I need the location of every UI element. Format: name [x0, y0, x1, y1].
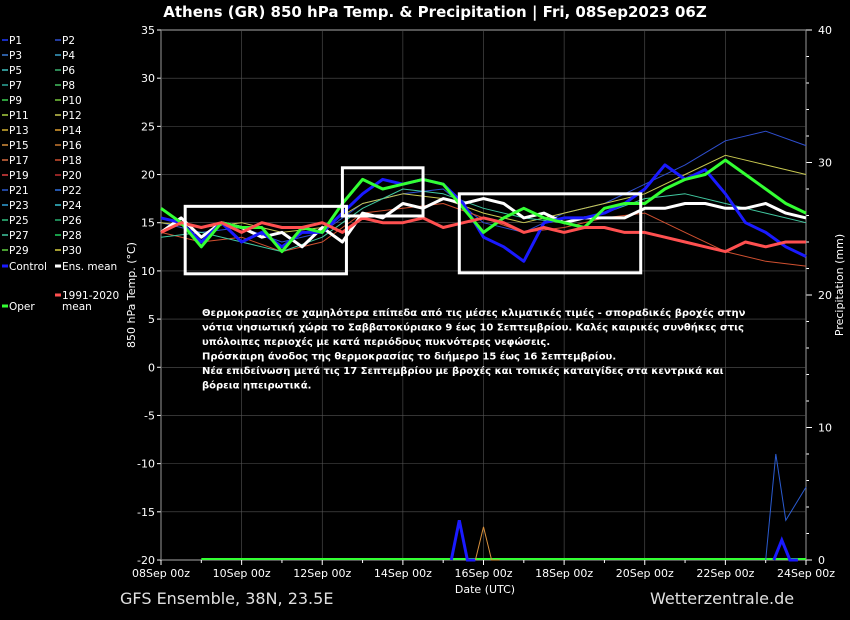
- legend-label: P10: [62, 95, 82, 107]
- legend-label: P7: [9, 80, 22, 92]
- legend-label: P14: [62, 125, 82, 137]
- footer-model-info: GFS Ensemble, 38N, 23.5E: [120, 589, 334, 608]
- annotation-line: Νέα επιδείνωση μετά τις 17 Σεπτεμβρίου μ…: [202, 365, 724, 377]
- y-tick-label: -20: [137, 554, 155, 567]
- y2-axis-label: Precipitation (mm): [833, 234, 846, 336]
- precip-line-p15: [474, 526, 500, 561]
- precip-line-p21: [765, 453, 807, 561]
- y2-tick-label: 10: [818, 422, 832, 435]
- legend-label: P17: [9, 155, 29, 167]
- annotation-line: Θερμοκρασίες σε χαμηλότερα επίπεδα από τ…: [202, 307, 746, 319]
- legend-label: P2: [62, 35, 75, 47]
- y2-tick-label: 20: [818, 289, 832, 302]
- chart-title: Athens (GR) 850 hPa Temp. & Precipitatio…: [163, 3, 707, 22]
- legend-label: P18: [62, 155, 82, 167]
- annotation-line: νότια νησιωτική χώρα το Σαββατοκύριακο 9…: [202, 322, 744, 334]
- x-tick-label: 20Sep 00z: [616, 567, 674, 580]
- legend-label: P4: [62, 50, 75, 62]
- y-axis-label: 850 hPa Temp. (°C): [125, 242, 138, 348]
- x-tick-label: 18Sep 00z: [535, 567, 593, 580]
- series-line-p27: [160, 188, 807, 253]
- x-tick-label: 22Sep 00z: [696, 567, 754, 580]
- legend-label: P15: [9, 140, 29, 152]
- legend-label: P25: [9, 215, 29, 227]
- legend-label: P3: [9, 50, 22, 62]
- x-tick-label: 12Sep 00z: [293, 567, 351, 580]
- y-tick-label: 10: [141, 265, 155, 278]
- legend-label: P19: [9, 170, 29, 182]
- x-tick-label: 10Sep 00z: [213, 567, 271, 580]
- y-tick-label: -5: [144, 409, 155, 422]
- y-tick-label: -10: [137, 458, 155, 471]
- series-line-1991-2020-mean: [160, 216, 806, 254]
- series-lines: [160, 130, 807, 267]
- legend-label: P21: [9, 185, 29, 197]
- legend-label: P27: [9, 230, 29, 242]
- y-tick-label: 35: [141, 24, 155, 37]
- y-tick-label: -15: [137, 506, 155, 519]
- precip-line-control: [772, 536, 798, 562]
- legend-label: P28: [62, 230, 82, 242]
- legend-label: Ens. mean: [62, 261, 117, 273]
- legend-label: Oper: [9, 301, 35, 313]
- x-tick-label: 16Sep 00z: [455, 567, 513, 580]
- annotation-box: [340, 166, 425, 218]
- y2-tick-label: 30: [818, 157, 832, 170]
- legend-label: P5: [9, 65, 22, 77]
- annotation-line: βόρεια ηπειρωτικά.: [202, 380, 311, 392]
- series-line-oper: [160, 158, 807, 254]
- x-tick-label: 24Sep 00z: [777, 567, 835, 580]
- legend-label: P20: [62, 170, 82, 182]
- x-tick-label: 14Sep 00z: [374, 567, 432, 580]
- annotation-text: Θερμοκρασίες σε χαμηλότερα επίπεδα από τ…: [202, 307, 746, 392]
- legend-label: P16: [62, 140, 82, 152]
- legend-label: P8: [62, 80, 75, 92]
- y-tick-label: 25: [141, 120, 155, 133]
- legend-label: P1: [9, 35, 22, 47]
- y-tick-label: 20: [141, 169, 155, 182]
- legend-label: P11: [9, 110, 29, 122]
- x-axis-label: Date (UTC): [455, 583, 515, 596]
- y-tick-label: 0: [148, 361, 155, 374]
- y2-tick-label: 40: [818, 24, 832, 37]
- legend-label: P23: [9, 200, 29, 212]
- legend-label: P22: [62, 185, 82, 197]
- y-tick-label: 5: [148, 313, 155, 326]
- footer-site-name: Wetterzentrale.de: [650, 589, 795, 608]
- annotation-boxes: [183, 166, 643, 276]
- annotation-line: Πρόσκαιρη άνοδος της θερμοκρασίας το διή…: [202, 351, 616, 363]
- series-line-p12: [160, 154, 807, 233]
- annotation-box: [457, 192, 643, 275]
- legend-label: P29: [9, 245, 29, 257]
- y2-tick-label: 0: [818, 554, 825, 567]
- precip-line-control: [449, 520, 476, 562]
- annotation-box: [183, 204, 348, 276]
- y-tick-label: 15: [141, 217, 155, 230]
- legend-label: P13: [9, 125, 29, 137]
- legend-label: P24: [62, 200, 82, 212]
- legend-label: P9: [9, 95, 22, 107]
- legend-label: P12: [62, 110, 82, 122]
- legend-label: P30: [62, 245, 82, 257]
- annotation-line: υπόλοιπες περιοχές με κατά περιόδους πυκ…: [202, 336, 550, 348]
- precipitation-lines: [201, 453, 807, 562]
- legend: P1 P2 P3 P4 P5 P6 P7 P8 P9 P10 P11 P12 P13 P14 P15 P16 P…: [2, 35, 119, 313]
- legend-label: Control: [9, 261, 47, 273]
- x-axis-ticks: 08Sep 00z 10Sep 00z 12Sep 00z 14Sep 00z 16Se…: [132, 567, 835, 580]
- legend-label: 1991-2020 mean: [62, 290, 119, 313]
- x-tick-label: 08Sep 00z: [132, 567, 190, 580]
- y2-axis-ticks: 40 30 20 10 0: [818, 24, 832, 567]
- legend-label: P6: [62, 65, 75, 77]
- y-axis-ticks: 35 30 25 20 15 10 5 0 -5 -10 -15 -20: [137, 24, 155, 567]
- y-tick-label: 30: [141, 72, 155, 85]
- legend-label: P26: [62, 215, 82, 227]
